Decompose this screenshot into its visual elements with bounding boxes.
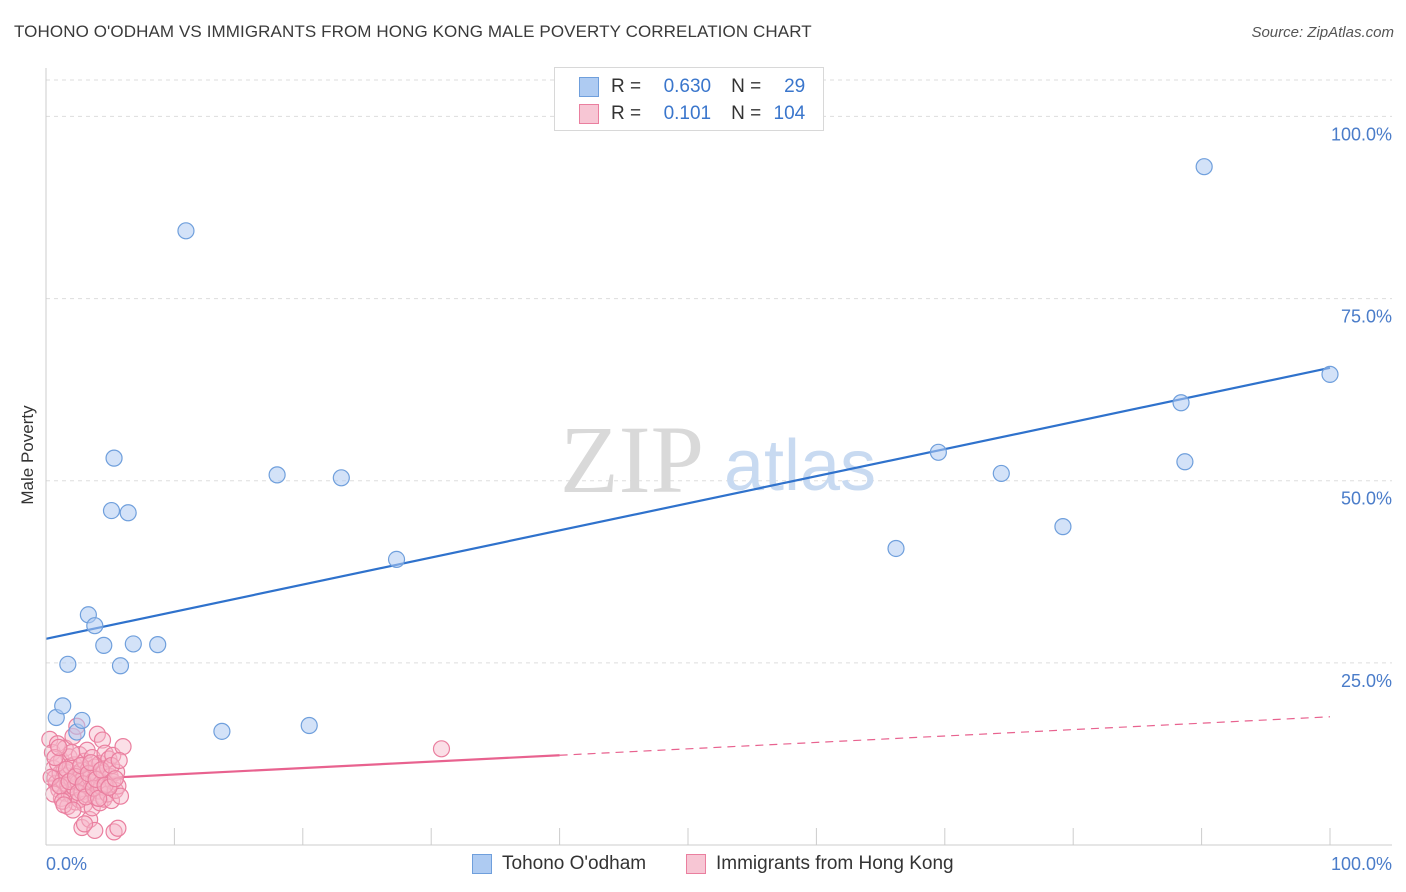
pink-data-point <box>100 778 118 797</box>
blue-data-point <box>887 539 905 558</box>
blue-data-point <box>102 501 121 520</box>
legend-item-pink: Immigrants from Hong Kong <box>686 852 954 876</box>
watermark-zip: ZIP <box>560 406 704 513</box>
blue-data-point <box>59 655 77 673</box>
grid-layer <box>46 79 1392 664</box>
legend-pink-label: Immigrants from Hong Kong <box>716 853 954 874</box>
pink-r-label: R = <box>611 103 642 124</box>
pink-data-point <box>50 738 68 756</box>
blue-data-point <box>86 617 104 635</box>
blue-r-label: R = <box>611 76 642 97</box>
pink-data-point <box>109 819 127 837</box>
blue-n-label: N = <box>731 76 762 97</box>
x-tick-label-max: 100.0% <box>1331 854 1392 874</box>
blue-data-point <box>1321 365 1339 383</box>
legend-blue-swatch <box>472 854 492 874</box>
pink-data-point <box>63 743 81 762</box>
pink-data-point <box>75 815 94 833</box>
blue-data-point <box>332 469 350 487</box>
blue-swatch <box>579 77 599 97</box>
blue-data-point <box>1172 394 1190 412</box>
blue-data-point <box>387 550 406 569</box>
blue-n-value: 29 <box>784 76 806 97</box>
blue-data-point <box>1195 158 1213 176</box>
pink-data-point <box>111 787 130 805</box>
axis-layer: 25.0% 50.0% 75.0% 100.0% 0.0% 100.0% <box>45 68 1392 874</box>
blue-data-point <box>177 222 195 240</box>
chart-title: TOHONO O'ODHAM VS IMMIGRANTS FROM HONG K… <box>14 22 812 41</box>
legend-item-blue: Tohono O'odham <box>472 852 646 876</box>
blue-data-point <box>300 716 318 735</box>
blue-r-value: 0.630 <box>663 76 712 97</box>
blue-data-point <box>119 504 137 522</box>
legend-blue-label: Tohono O'odham <box>502 853 647 874</box>
blue-data-point <box>54 697 72 715</box>
pink-data-point <box>93 731 112 749</box>
stats-row-blue: R = 0.630 N = 29 <box>579 74 805 100</box>
pink-swatch <box>579 104 599 124</box>
pink-n-value: 104 <box>773 103 806 124</box>
blue-trend-line <box>45 366 1331 640</box>
blue-data-point <box>95 636 113 654</box>
pink-data-point <box>42 768 60 786</box>
x-tick-label-min: 0.0% <box>46 854 87 874</box>
pink-data-point <box>64 801 82 819</box>
pink-data-point <box>102 791 121 810</box>
blue-data-point <box>73 711 91 730</box>
pink-r-value: 0.101 <box>663 103 712 124</box>
pink-data-point <box>114 738 132 756</box>
blue-data-point <box>1176 453 1194 471</box>
pink-data-point <box>55 796 73 814</box>
pink-data-point <box>110 751 128 770</box>
legend-pink-swatch <box>686 854 706 874</box>
y-tick-label: 25.0% <box>1341 671 1392 691</box>
pink-n-label: N = <box>731 103 762 124</box>
y-tick-label: 100.0% <box>1331 124 1392 144</box>
blue-data-point <box>149 636 167 654</box>
source-label: Source: ZipAtlas.com <box>1251 24 1394 41</box>
y-tick-label: 75.0% <box>1341 307 1392 327</box>
trend-layer <box>45 366 1331 782</box>
blue-data-point <box>124 635 142 653</box>
pink-trend-line-solid <box>45 754 560 782</box>
pink-data-point <box>46 748 64 767</box>
watermark-atlas: atlas <box>724 426 876 506</box>
pink-data-point <box>74 775 92 793</box>
pink-data-point <box>87 770 105 789</box>
blue-data-point <box>1054 518 1072 536</box>
stats-box: R = 0.630 N = 29 R = 0.101 N = 104 <box>554 67 824 131</box>
blue-data-point <box>929 443 947 461</box>
blue-data-point <box>111 657 130 675</box>
stats-row-pink: R = 0.101 N = 104 <box>579 101 805 127</box>
blue-data-point <box>105 449 123 467</box>
blue-data-point <box>992 464 1010 483</box>
pink-data-point <box>86 821 104 840</box>
blue-data-point <box>213 722 231 740</box>
blue-data-point <box>268 466 286 484</box>
watermark: ZIP atlas <box>560 406 876 513</box>
pink-trend-line-dashed <box>559 716 1331 756</box>
y-tick-label: 50.0% <box>1341 489 1392 509</box>
pink-data-point <box>106 770 124 788</box>
pink-data-point <box>432 740 451 758</box>
points-layer <box>41 158 1339 841</box>
